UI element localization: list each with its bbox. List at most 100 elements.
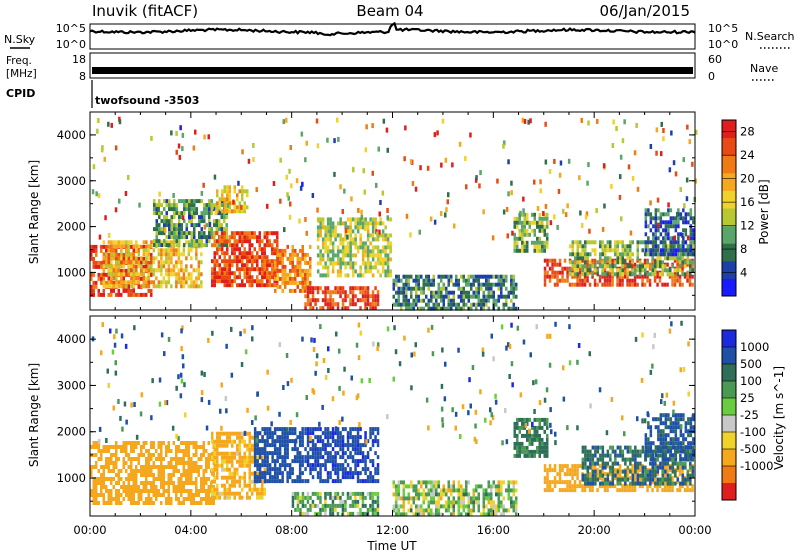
data-cell xyxy=(634,263,637,267)
data-cell xyxy=(334,467,337,471)
data-cell xyxy=(692,236,695,240)
data-cell xyxy=(622,268,625,272)
data-cell xyxy=(214,452,217,456)
data-cell xyxy=(445,291,448,295)
data-cell xyxy=(292,261,295,265)
data-cell xyxy=(450,492,453,496)
data-cell xyxy=(95,489,98,493)
data-cell xyxy=(236,452,239,456)
data-cell xyxy=(226,283,229,287)
data-cell xyxy=(632,268,635,272)
data-cell xyxy=(415,303,418,307)
data-cell xyxy=(118,497,121,501)
data-cell xyxy=(107,122,110,127)
data-cell xyxy=(133,244,136,248)
data-cell xyxy=(299,496,302,500)
data-cell xyxy=(191,199,194,203)
data-cell xyxy=(171,235,174,239)
data-cell xyxy=(425,295,428,299)
data-cell xyxy=(153,477,156,481)
data-cell xyxy=(490,508,493,512)
data-cell xyxy=(246,239,249,243)
data-cell xyxy=(334,463,337,467)
data-cell xyxy=(332,479,335,483)
data-cell xyxy=(143,240,146,244)
data-cell xyxy=(597,268,600,272)
data-cell xyxy=(483,303,486,307)
data-cell xyxy=(349,229,352,233)
data-cell xyxy=(314,427,317,431)
data-cell xyxy=(317,492,320,496)
data-cell xyxy=(226,251,229,255)
data-cell xyxy=(180,449,183,453)
data-cell xyxy=(236,444,239,448)
data-cell xyxy=(498,480,501,484)
data-cell xyxy=(266,235,269,239)
data-cell xyxy=(214,440,217,444)
data-cell xyxy=(418,287,421,291)
data-cell xyxy=(369,265,372,269)
data-cell xyxy=(306,141,309,146)
data-cell xyxy=(216,231,219,235)
data-cell xyxy=(327,471,330,475)
data-cell xyxy=(542,211,545,216)
data-cell xyxy=(173,485,176,489)
data-cell xyxy=(256,488,259,492)
data-cell xyxy=(226,243,229,247)
data-cell xyxy=(115,497,118,501)
data-cell xyxy=(277,253,280,257)
data-cell xyxy=(324,492,327,496)
data-cell xyxy=(307,290,310,294)
data-cell xyxy=(465,504,468,508)
data-cell xyxy=(312,475,315,479)
data-cell xyxy=(135,481,138,485)
data-cell xyxy=(650,212,653,216)
data-cell xyxy=(118,272,121,276)
data-cell xyxy=(513,480,516,484)
data-cell xyxy=(332,302,335,306)
data-cell xyxy=(359,435,362,439)
data-cell xyxy=(521,422,524,426)
data-cell xyxy=(304,496,307,500)
data-cell xyxy=(304,257,307,261)
data-cell xyxy=(448,488,451,492)
data-cell xyxy=(629,248,632,252)
data-cell xyxy=(515,500,518,504)
data-cell xyxy=(158,469,161,473)
data-cell xyxy=(115,293,118,297)
data-cell xyxy=(498,299,501,303)
data-cell xyxy=(224,283,227,287)
data-cell xyxy=(297,285,300,289)
data-cell xyxy=(307,298,310,302)
data-cell xyxy=(516,446,519,450)
data-cell xyxy=(514,241,517,245)
data-cell xyxy=(579,271,582,275)
data-cell xyxy=(377,269,380,273)
data-cell xyxy=(342,504,345,508)
data-cell xyxy=(367,475,370,479)
data-cell xyxy=(120,264,123,268)
data-cell xyxy=(507,233,510,238)
data-cell xyxy=(123,489,126,493)
data-cell xyxy=(428,492,431,496)
data-cell xyxy=(266,275,269,279)
data-cell xyxy=(264,243,267,247)
data-cell xyxy=(282,253,285,257)
data-cell xyxy=(133,276,136,280)
data-cell xyxy=(513,283,516,287)
data-cell xyxy=(544,217,547,221)
data-cell xyxy=(214,263,217,267)
data-cell xyxy=(181,146,184,151)
data-cell xyxy=(363,168,366,173)
data-cell xyxy=(319,233,322,237)
data-cell xyxy=(103,268,106,272)
data-cell xyxy=(667,232,670,236)
data-cell xyxy=(352,294,355,298)
data-cell xyxy=(689,139,692,144)
data-cell xyxy=(327,475,330,479)
data-cell xyxy=(405,287,408,291)
data-cell xyxy=(687,256,690,260)
data-cell xyxy=(158,264,161,268)
data-cell xyxy=(135,244,138,248)
